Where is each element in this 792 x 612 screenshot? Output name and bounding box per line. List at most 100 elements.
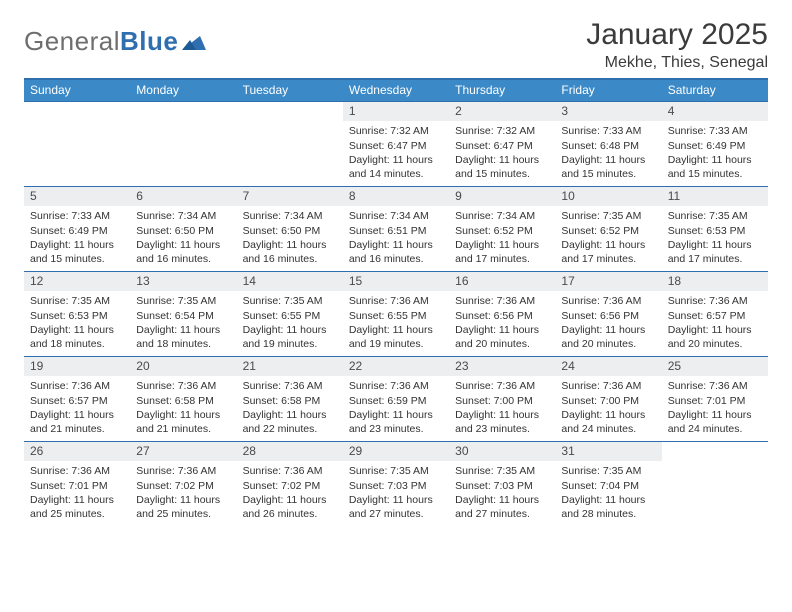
- day-cell: 13Sunrise: 7:35 AMSunset: 6:54 PMDayligh…: [130, 272, 236, 356]
- day-number: 28: [237, 442, 343, 461]
- day-cell: 28Sunrise: 7:36 AMSunset: 7:02 PMDayligh…: [237, 442, 343, 526]
- day-details: Sunrise: 7:35 AMSunset: 7:04 PMDaylight:…: [555, 461, 661, 525]
- day-number: 18: [662, 272, 768, 291]
- day-number: 20: [130, 357, 236, 376]
- day-number: 27: [130, 442, 236, 461]
- day-details: Sunrise: 7:36 AMSunset: 7:02 PMDaylight:…: [237, 461, 343, 525]
- day-of-week-header: Thursday: [449, 80, 555, 101]
- day-cell: 25Sunrise: 7:36 AMSunset: 7:01 PMDayligh…: [662, 357, 768, 441]
- day-cell: 17Sunrise: 7:36 AMSunset: 6:56 PMDayligh…: [555, 272, 661, 356]
- day-details: Sunrise: 7:36 AMSunset: 6:55 PMDaylight:…: [343, 291, 449, 355]
- day-number: 5: [24, 187, 130, 206]
- day-cell: 7Sunrise: 7:34 AMSunset: 6:50 PMDaylight…: [237, 187, 343, 271]
- day-cell: 12Sunrise: 7:35 AMSunset: 6:53 PMDayligh…: [24, 272, 130, 356]
- day-of-week-row: SundayMondayTuesdayWednesdayThursdayFrid…: [24, 80, 768, 101]
- day-of-week-header: Monday: [130, 80, 236, 101]
- day-cell: 15Sunrise: 7:36 AMSunset: 6:55 PMDayligh…: [343, 272, 449, 356]
- day-number: 16: [449, 272, 555, 291]
- day-cell: 22Sunrise: 7:36 AMSunset: 6:59 PMDayligh…: [343, 357, 449, 441]
- day-cell: 31Sunrise: 7:35 AMSunset: 7:04 PMDayligh…: [555, 442, 661, 526]
- week-row: 5Sunrise: 7:33 AMSunset: 6:49 PMDaylight…: [24, 186, 768, 271]
- logo-mark-icon: [182, 26, 206, 57]
- day-details: Sunrise: 7:33 AMSunset: 6:49 PMDaylight:…: [24, 206, 130, 270]
- weeks-container: 1Sunrise: 7:32 AMSunset: 6:47 PMDaylight…: [24, 101, 768, 526]
- day-number: 31: [555, 442, 661, 461]
- day-details: Sunrise: 7:35 AMSunset: 6:55 PMDaylight:…: [237, 291, 343, 355]
- day-details: Sunrise: 7:36 AMSunset: 7:01 PMDaylight:…: [24, 461, 130, 525]
- day-cell: 23Sunrise: 7:36 AMSunset: 7:00 PMDayligh…: [449, 357, 555, 441]
- day-details: Sunrise: 7:35 AMSunset: 7:03 PMDaylight:…: [343, 461, 449, 525]
- day-cell: 24Sunrise: 7:36 AMSunset: 7:00 PMDayligh…: [555, 357, 661, 441]
- day-cell: 11Sunrise: 7:35 AMSunset: 6:53 PMDayligh…: [662, 187, 768, 271]
- day-cell: 3Sunrise: 7:33 AMSunset: 6:48 PMDaylight…: [555, 102, 661, 186]
- day-details: Sunrise: 7:36 AMSunset: 6:57 PMDaylight:…: [662, 291, 768, 355]
- logo-text-gray: General: [24, 26, 120, 57]
- day-cell: 4Sunrise: 7:33 AMSunset: 6:49 PMDaylight…: [662, 102, 768, 186]
- header: GeneralBlue January 2025 Mekhe, Thies, S…: [24, 18, 768, 72]
- day-number: [130, 102, 236, 107]
- page-title: January 2025: [586, 18, 768, 52]
- day-of-week-header: Wednesday: [343, 80, 449, 101]
- day-details: Sunrise: 7:32 AMSunset: 6:47 PMDaylight:…: [449, 121, 555, 185]
- day-number: 4: [662, 102, 768, 121]
- day-details: Sunrise: 7:36 AMSunset: 6:56 PMDaylight:…: [449, 291, 555, 355]
- day-number: 22: [343, 357, 449, 376]
- day-number: 11: [662, 187, 768, 206]
- week-row: 12Sunrise: 7:35 AMSunset: 6:53 PMDayligh…: [24, 271, 768, 356]
- day-number: 15: [343, 272, 449, 291]
- day-number: 29: [343, 442, 449, 461]
- day-cell: 30Sunrise: 7:35 AMSunset: 7:03 PMDayligh…: [449, 442, 555, 526]
- day-details: Sunrise: 7:36 AMSunset: 7:00 PMDaylight:…: [555, 376, 661, 440]
- day-number: 6: [130, 187, 236, 206]
- day-cell: 14Sunrise: 7:35 AMSunset: 6:55 PMDayligh…: [237, 272, 343, 356]
- day-details: Sunrise: 7:36 AMSunset: 6:58 PMDaylight:…: [130, 376, 236, 440]
- day-details: Sunrise: 7:35 AMSunset: 6:53 PMDaylight:…: [24, 291, 130, 355]
- day-number: 3: [555, 102, 661, 121]
- day-number: 7: [237, 187, 343, 206]
- day-number: 10: [555, 187, 661, 206]
- calendar: SundayMondayTuesdayWednesdayThursdayFrid…: [24, 78, 768, 526]
- page-subtitle: Mekhe, Thies, Senegal: [586, 54, 768, 72]
- day-number: 13: [130, 272, 236, 291]
- day-details: Sunrise: 7:35 AMSunset: 6:54 PMDaylight:…: [130, 291, 236, 355]
- day-cell: 10Sunrise: 7:35 AMSunset: 6:52 PMDayligh…: [555, 187, 661, 271]
- day-cell: 5Sunrise: 7:33 AMSunset: 6:49 PMDaylight…: [24, 187, 130, 271]
- logo: GeneralBlue: [24, 18, 206, 57]
- day-details: Sunrise: 7:34 AMSunset: 6:51 PMDaylight:…: [343, 206, 449, 270]
- calendar-page: GeneralBlue January 2025 Mekhe, Thies, S…: [0, 0, 792, 526]
- week-row: 26Sunrise: 7:36 AMSunset: 7:01 PMDayligh…: [24, 441, 768, 526]
- day-number: 2: [449, 102, 555, 121]
- day-details: Sunrise: 7:36 AMSunset: 7:01 PMDaylight:…: [662, 376, 768, 440]
- day-number: 21: [237, 357, 343, 376]
- day-details: Sunrise: 7:34 AMSunset: 6:50 PMDaylight:…: [237, 206, 343, 270]
- day-cell: 26Sunrise: 7:36 AMSunset: 7:01 PMDayligh…: [24, 442, 130, 526]
- day-number: 25: [662, 357, 768, 376]
- day-of-week-header: Saturday: [662, 80, 768, 101]
- week-row: 19Sunrise: 7:36 AMSunset: 6:57 PMDayligh…: [24, 356, 768, 441]
- day-number: 30: [449, 442, 555, 461]
- day-details: Sunrise: 7:36 AMSunset: 6:58 PMDaylight:…: [237, 376, 343, 440]
- day-number: 26: [24, 442, 130, 461]
- day-number: [662, 442, 768, 447]
- day-cell: 16Sunrise: 7:36 AMSunset: 6:56 PMDayligh…: [449, 272, 555, 356]
- title-block: January 2025 Mekhe, Thies, Senegal: [586, 18, 768, 72]
- day-details: Sunrise: 7:36 AMSunset: 7:00 PMDaylight:…: [449, 376, 555, 440]
- day-cell: 1Sunrise: 7:32 AMSunset: 6:47 PMDaylight…: [343, 102, 449, 186]
- day-details: Sunrise: 7:32 AMSunset: 6:47 PMDaylight:…: [343, 121, 449, 185]
- day-cell: 20Sunrise: 7:36 AMSunset: 6:58 PMDayligh…: [130, 357, 236, 441]
- day-number: 19: [24, 357, 130, 376]
- day-cell: [662, 442, 768, 526]
- day-details: Sunrise: 7:36 AMSunset: 6:59 PMDaylight:…: [343, 376, 449, 440]
- day-cell: 21Sunrise: 7:36 AMSunset: 6:58 PMDayligh…: [237, 357, 343, 441]
- day-details: Sunrise: 7:36 AMSunset: 7:02 PMDaylight:…: [130, 461, 236, 525]
- day-details: Sunrise: 7:35 AMSunset: 7:03 PMDaylight:…: [449, 461, 555, 525]
- day-number: 24: [555, 357, 661, 376]
- day-details: Sunrise: 7:33 AMSunset: 6:48 PMDaylight:…: [555, 121, 661, 185]
- day-number: 12: [24, 272, 130, 291]
- day-number: 1: [343, 102, 449, 121]
- day-of-week-header: Sunday: [24, 80, 130, 101]
- day-cell: [130, 102, 236, 186]
- day-number: 17: [555, 272, 661, 291]
- day-number: 8: [343, 187, 449, 206]
- day-of-week-header: Tuesday: [237, 80, 343, 101]
